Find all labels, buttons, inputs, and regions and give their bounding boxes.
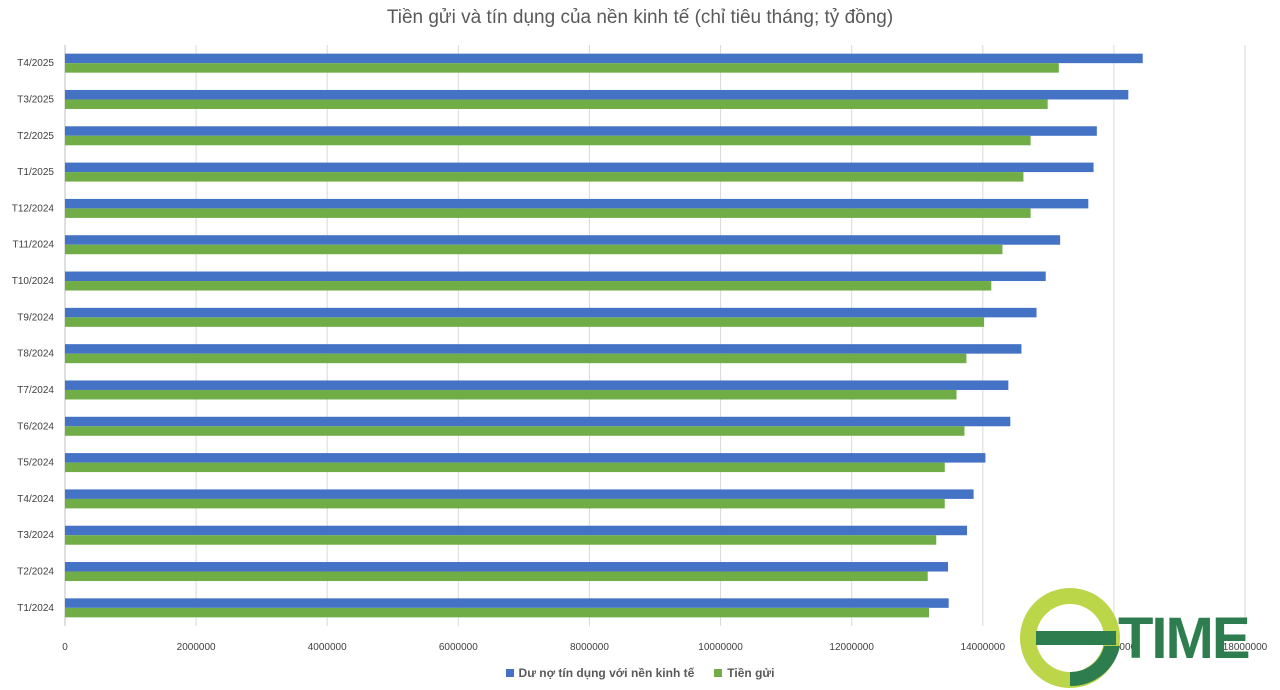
bar-deposit bbox=[65, 607, 930, 618]
bar-deposit bbox=[65, 426, 965, 436]
bar-credit bbox=[65, 271, 1046, 282]
y-tick-label: T10/2024 bbox=[12, 276, 55, 287]
bar-deposit bbox=[65, 535, 937, 545]
bar-chart-plot: T1/2024 T2/2024 T3/2024 T4/2024 T5/2024 T6/20… bbox=[12, 45, 1268, 653]
y-tick-label: T7/2024 bbox=[17, 385, 54, 396]
x-tick-label: 4000000 bbox=[308, 642, 347, 653]
legend-swatch-deposit bbox=[714, 669, 723, 677]
y-tick-label: T4/2025 bbox=[17, 58, 54, 69]
y-tick-label: T8/2024 bbox=[17, 349, 54, 360]
bar-deposit bbox=[65, 353, 967, 364]
bar-credit bbox=[65, 53, 1143, 64]
bar-credit bbox=[65, 198, 1089, 209]
bar-deposit bbox=[65, 208, 1031, 218]
x-tick-label: 2000000 bbox=[177, 642, 216, 653]
x-tick-label: 18000000 bbox=[1223, 642, 1268, 653]
bars bbox=[65, 53, 1143, 618]
bar-credit bbox=[65, 525, 968, 536]
etime-logo: TIME bbox=[1020, 588, 1251, 688]
legend-item-deposit: Tiền gửi bbox=[714, 666, 774, 680]
y-tick-label: T11/2024 bbox=[12, 240, 54, 251]
bar-credit bbox=[65, 89, 1129, 100]
y-tick-label: T2/2025 bbox=[17, 131, 54, 142]
y-tick-label: T4/2024 bbox=[17, 494, 54, 505]
legend-label-deposit: Tiền gửi bbox=[727, 666, 775, 680]
chart-title: Tiền gửi và tín dụng của nền kinh tế (ch… bbox=[386, 7, 894, 28]
x-tick-label: 12000000 bbox=[829, 642, 874, 653]
bar-deposit bbox=[65, 389, 957, 400]
y-tick-label: T12/2024 bbox=[12, 203, 55, 214]
bar-credit bbox=[65, 453, 986, 463]
x-tick-label: 10000000 bbox=[698, 642, 743, 653]
y-tick-label: T3/2025 bbox=[17, 94, 54, 105]
bar-deposit bbox=[65, 63, 1059, 73]
svg-text:TIME: TIME bbox=[1118, 606, 1249, 671]
bar-credit bbox=[65, 235, 1061, 245]
bar-credit bbox=[65, 562, 949, 572]
bar-deposit bbox=[65, 317, 985, 327]
x-tick-label: 6000000 bbox=[439, 642, 478, 653]
legend-item-credit: Dư nợ tín dụng với nền kinh tế bbox=[505, 666, 695, 680]
bar-credit bbox=[65, 380, 1009, 390]
bar-credit bbox=[65, 307, 1037, 318]
legend-swatch-credit bbox=[505, 669, 514, 677]
bar-deposit bbox=[65, 281, 992, 291]
bar-credit bbox=[65, 162, 1094, 173]
y-tick-label: T2/2024 bbox=[17, 567, 54, 578]
bar-deposit bbox=[65, 571, 928, 582]
y-tick-label: T5/2024 bbox=[17, 458, 54, 469]
y-tick-label: T1/2024 bbox=[17, 603, 54, 614]
y-axis-labels: T1/2024 T2/2024 T3/2024 T4/2024 T5/2024 T6/20… bbox=[12, 58, 55, 614]
bar-credit bbox=[65, 489, 974, 499]
x-tick-label: 0 bbox=[62, 642, 68, 653]
x-tick-label: 14000000 bbox=[961, 642, 1006, 653]
bar-credit bbox=[65, 126, 1097, 136]
bar-deposit bbox=[65, 244, 1003, 255]
bar-deposit bbox=[65, 462, 945, 473]
x-tick-label: 8000000 bbox=[570, 642, 609, 653]
bar-deposit bbox=[65, 99, 1048, 109]
bar-credit bbox=[65, 344, 1022, 354]
y-tick-label: T6/2024 bbox=[17, 421, 54, 432]
legend: Dư nợ tín dụng với nền kinh tế Tiền gửi bbox=[0, 666, 1280, 680]
bar-deposit bbox=[65, 135, 1031, 146]
y-tick-label: T9/2024 bbox=[17, 312, 54, 323]
bar-deposit bbox=[65, 172, 1024, 182]
y-tick-label: T3/2024 bbox=[17, 530, 54, 541]
bar-credit bbox=[65, 416, 1011, 427]
y-tick-label: T1/2025 bbox=[17, 167, 54, 178]
bar-deposit bbox=[65, 498, 945, 509]
legend-label-credit: Dư nợ tín dụng với nền kinh tế bbox=[518, 666, 695, 680]
bar-credit bbox=[65, 598, 949, 608]
